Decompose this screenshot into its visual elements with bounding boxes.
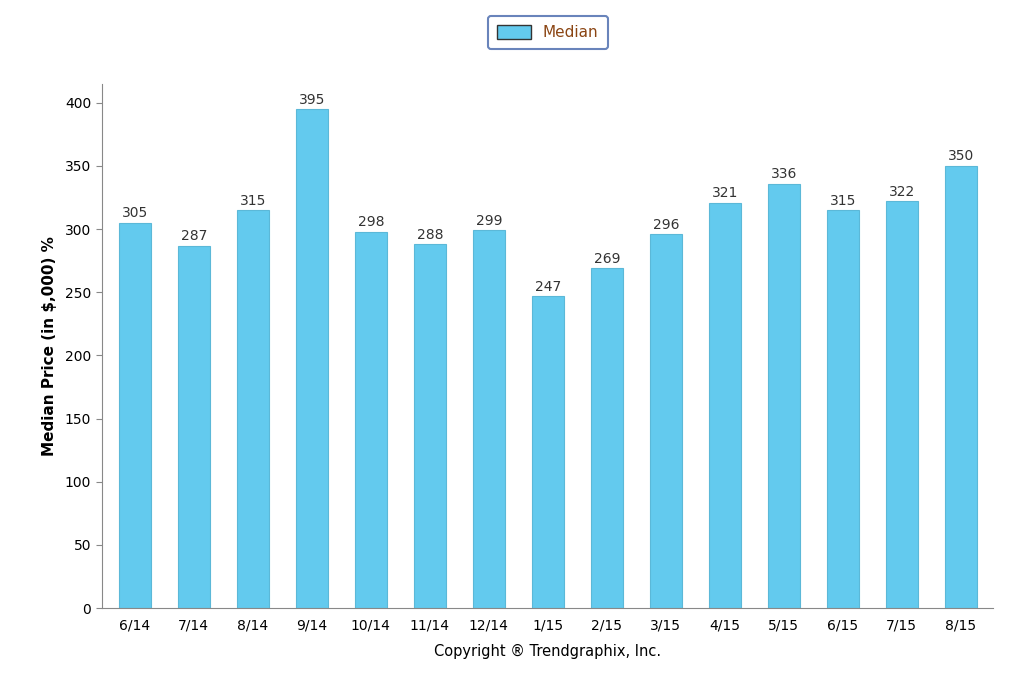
Text: 296: 296: [652, 217, 679, 231]
Bar: [354, 231, 387, 608]
Bar: [473, 231, 505, 608]
Bar: [944, 166, 977, 608]
Bar: [826, 210, 859, 608]
Y-axis label: Median Price (in $,000) %: Median Price (in $,000) %: [42, 236, 56, 456]
Bar: [768, 184, 800, 608]
Bar: [709, 203, 741, 608]
Bar: [296, 109, 328, 608]
Text: 315: 315: [829, 194, 856, 208]
Text: 247: 247: [535, 280, 561, 294]
Text: 298: 298: [357, 215, 384, 229]
Bar: [177, 245, 210, 608]
Bar: [886, 201, 919, 608]
Text: 288: 288: [417, 228, 443, 242]
Text: 350: 350: [947, 150, 974, 164]
Text: 321: 321: [712, 186, 738, 200]
Text: 299: 299: [475, 214, 502, 228]
Bar: [591, 268, 623, 608]
Text: 395: 395: [299, 93, 325, 107]
Bar: [414, 245, 446, 608]
Text: 336: 336: [771, 167, 797, 181]
Text: 315: 315: [240, 194, 266, 208]
Text: 287: 287: [180, 229, 207, 243]
Bar: [649, 234, 682, 608]
Bar: [119, 223, 152, 608]
Text: 322: 322: [889, 185, 915, 199]
Bar: [531, 296, 564, 608]
Text: 305: 305: [122, 206, 148, 220]
Legend: Median: Median: [488, 15, 607, 50]
X-axis label: Copyright ® Trendgraphix, Inc.: Copyright ® Trendgraphix, Inc.: [434, 644, 662, 658]
Text: 269: 269: [594, 252, 621, 266]
Bar: [237, 210, 269, 608]
